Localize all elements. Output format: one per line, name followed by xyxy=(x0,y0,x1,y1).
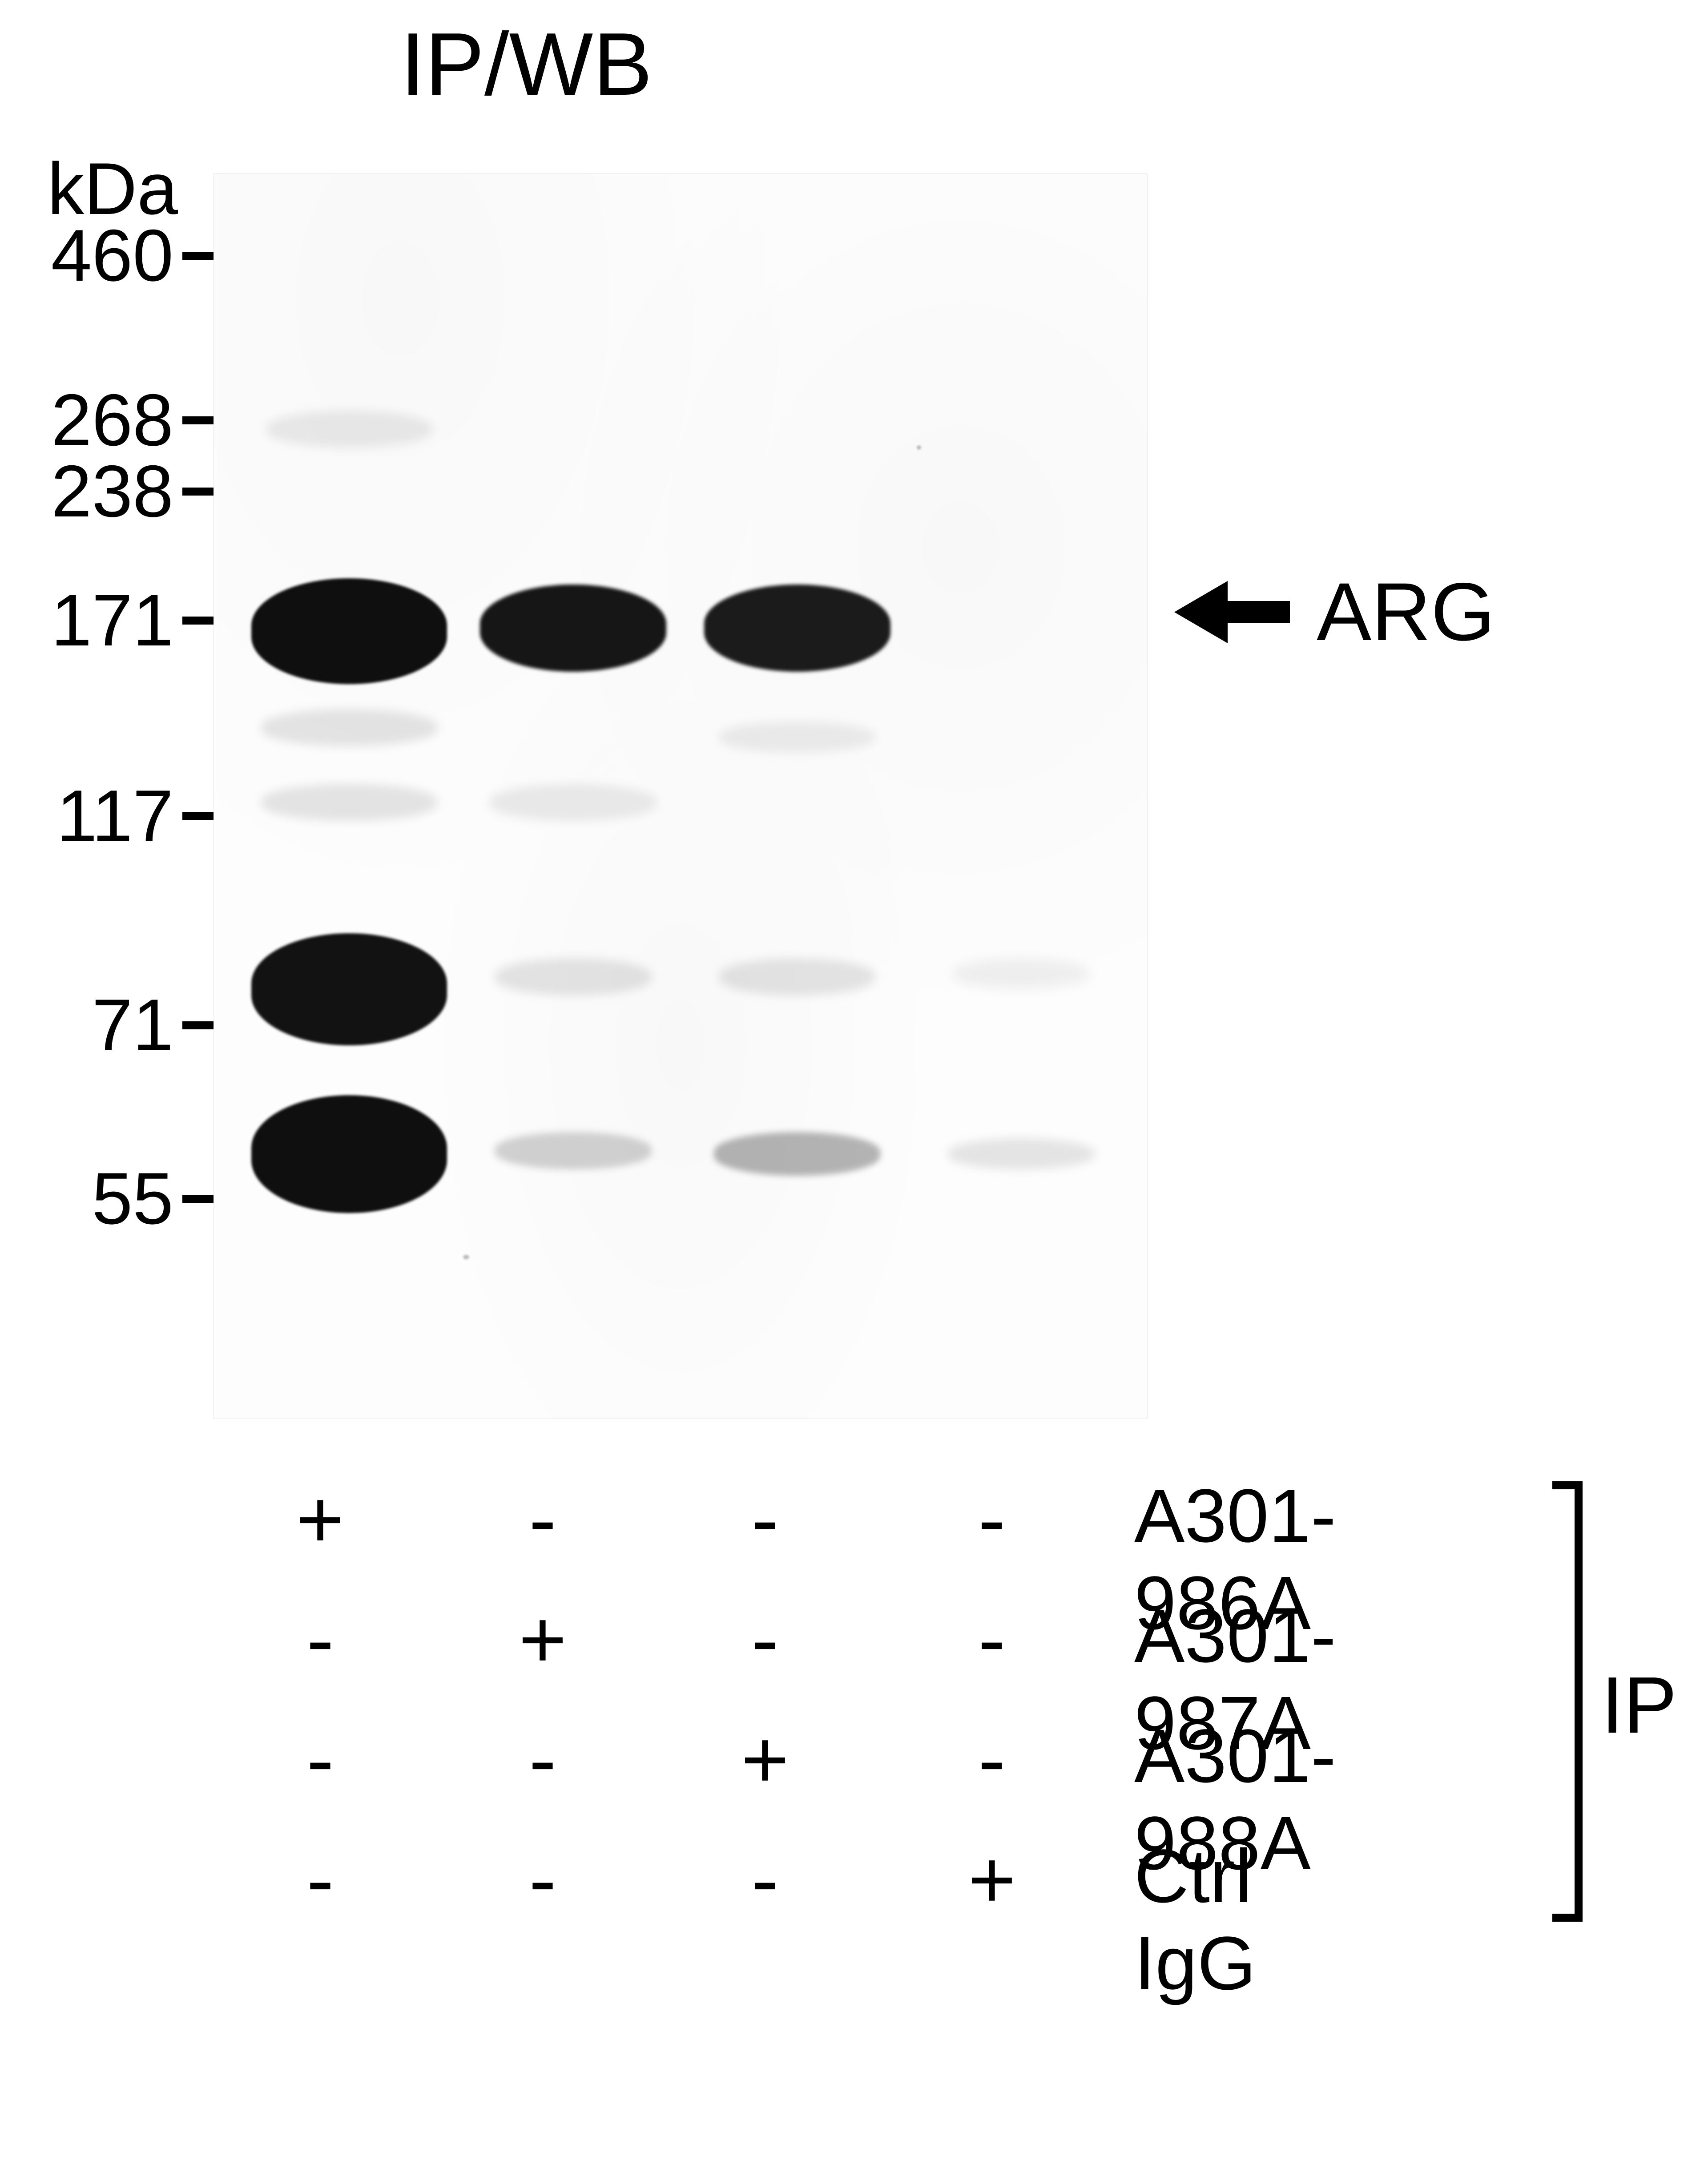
target-band-arrow: ARG xyxy=(1174,565,1495,659)
target-band-label: ARG xyxy=(1317,565,1495,659)
arrow-icon xyxy=(1174,572,1290,652)
lane-4 xyxy=(923,174,1119,1419)
band xyxy=(704,585,890,672)
mw-marker-460: 460 xyxy=(0,214,214,298)
band xyxy=(480,585,666,672)
band xyxy=(719,958,875,996)
mw-marker-label: 117 xyxy=(56,774,173,858)
ip-cell: - xyxy=(721,1472,810,1567)
band xyxy=(251,578,447,684)
mw-marker-171: 171 xyxy=(0,578,214,662)
mw-marker-117: 117 xyxy=(0,774,214,858)
mw-tick xyxy=(182,1195,214,1203)
ip-cell: - xyxy=(721,1593,810,1687)
lane-2 xyxy=(475,174,671,1419)
ip-cell: - xyxy=(721,1833,810,1927)
ip-antibody-label: Ctrl IgG xyxy=(1134,1833,1256,2007)
figure-title: IP/WB xyxy=(400,13,653,116)
ip-cell: - xyxy=(276,1833,365,1927)
ipwb-figure: IP/WB kDa 460 268 238 171 117 71 55 ARG xyxy=(0,0,1708,2161)
ip-cell: - xyxy=(498,1833,587,1927)
mw-marker-label: 238 xyxy=(51,449,173,533)
band xyxy=(251,933,447,1045)
ip-bracket-bottom xyxy=(1552,1914,1579,1922)
ip-bracket-top xyxy=(1552,1481,1579,1489)
mw-tick xyxy=(182,1021,214,1029)
mw-marker-label: 55 xyxy=(92,1157,173,1241)
ip-cell: - xyxy=(276,1713,365,1807)
band xyxy=(495,958,651,996)
band xyxy=(261,784,438,821)
mw-marker-71: 71 xyxy=(0,983,214,1067)
band xyxy=(948,1138,1095,1169)
band xyxy=(266,411,432,448)
film-speck xyxy=(917,445,921,450)
ip-cell: - xyxy=(947,1472,1036,1567)
band xyxy=(251,1095,447,1214)
lane-1 xyxy=(251,174,447,1419)
ip-bracket-vertical xyxy=(1575,1481,1583,1922)
band xyxy=(719,722,875,753)
ip-cell: + xyxy=(276,1472,365,1567)
mw-marker-label: 71 xyxy=(92,983,173,1067)
film-speck xyxy=(463,1255,469,1259)
ip-group-label: IP xyxy=(1601,1659,1677,1751)
mw-marker-55: 55 xyxy=(0,1157,214,1241)
band xyxy=(495,1132,651,1169)
band xyxy=(490,784,656,821)
ip-cell: - xyxy=(947,1593,1036,1687)
ip-cell: - xyxy=(276,1593,365,1687)
western-blot xyxy=(214,173,1148,1419)
band xyxy=(953,958,1090,989)
band xyxy=(261,709,438,746)
ip-cell: - xyxy=(498,1713,587,1807)
mw-marker-label: 171 xyxy=(51,578,173,662)
ip-cell: + xyxy=(947,1833,1036,1927)
lane-3 xyxy=(699,174,895,1419)
mw-tick xyxy=(182,812,214,820)
mw-marker-label: 460 xyxy=(51,214,173,298)
ip-cell: - xyxy=(498,1472,587,1567)
ip-cell: + xyxy=(721,1713,810,1807)
mw-tick xyxy=(182,617,214,625)
mw-marker-238: 238 xyxy=(0,449,214,533)
mw-tick xyxy=(182,488,214,496)
mw-tick xyxy=(182,252,214,260)
ip-cell: + xyxy=(498,1593,587,1687)
ip-cell: - xyxy=(947,1713,1036,1807)
mw-tick xyxy=(182,416,214,424)
band xyxy=(714,1132,880,1176)
